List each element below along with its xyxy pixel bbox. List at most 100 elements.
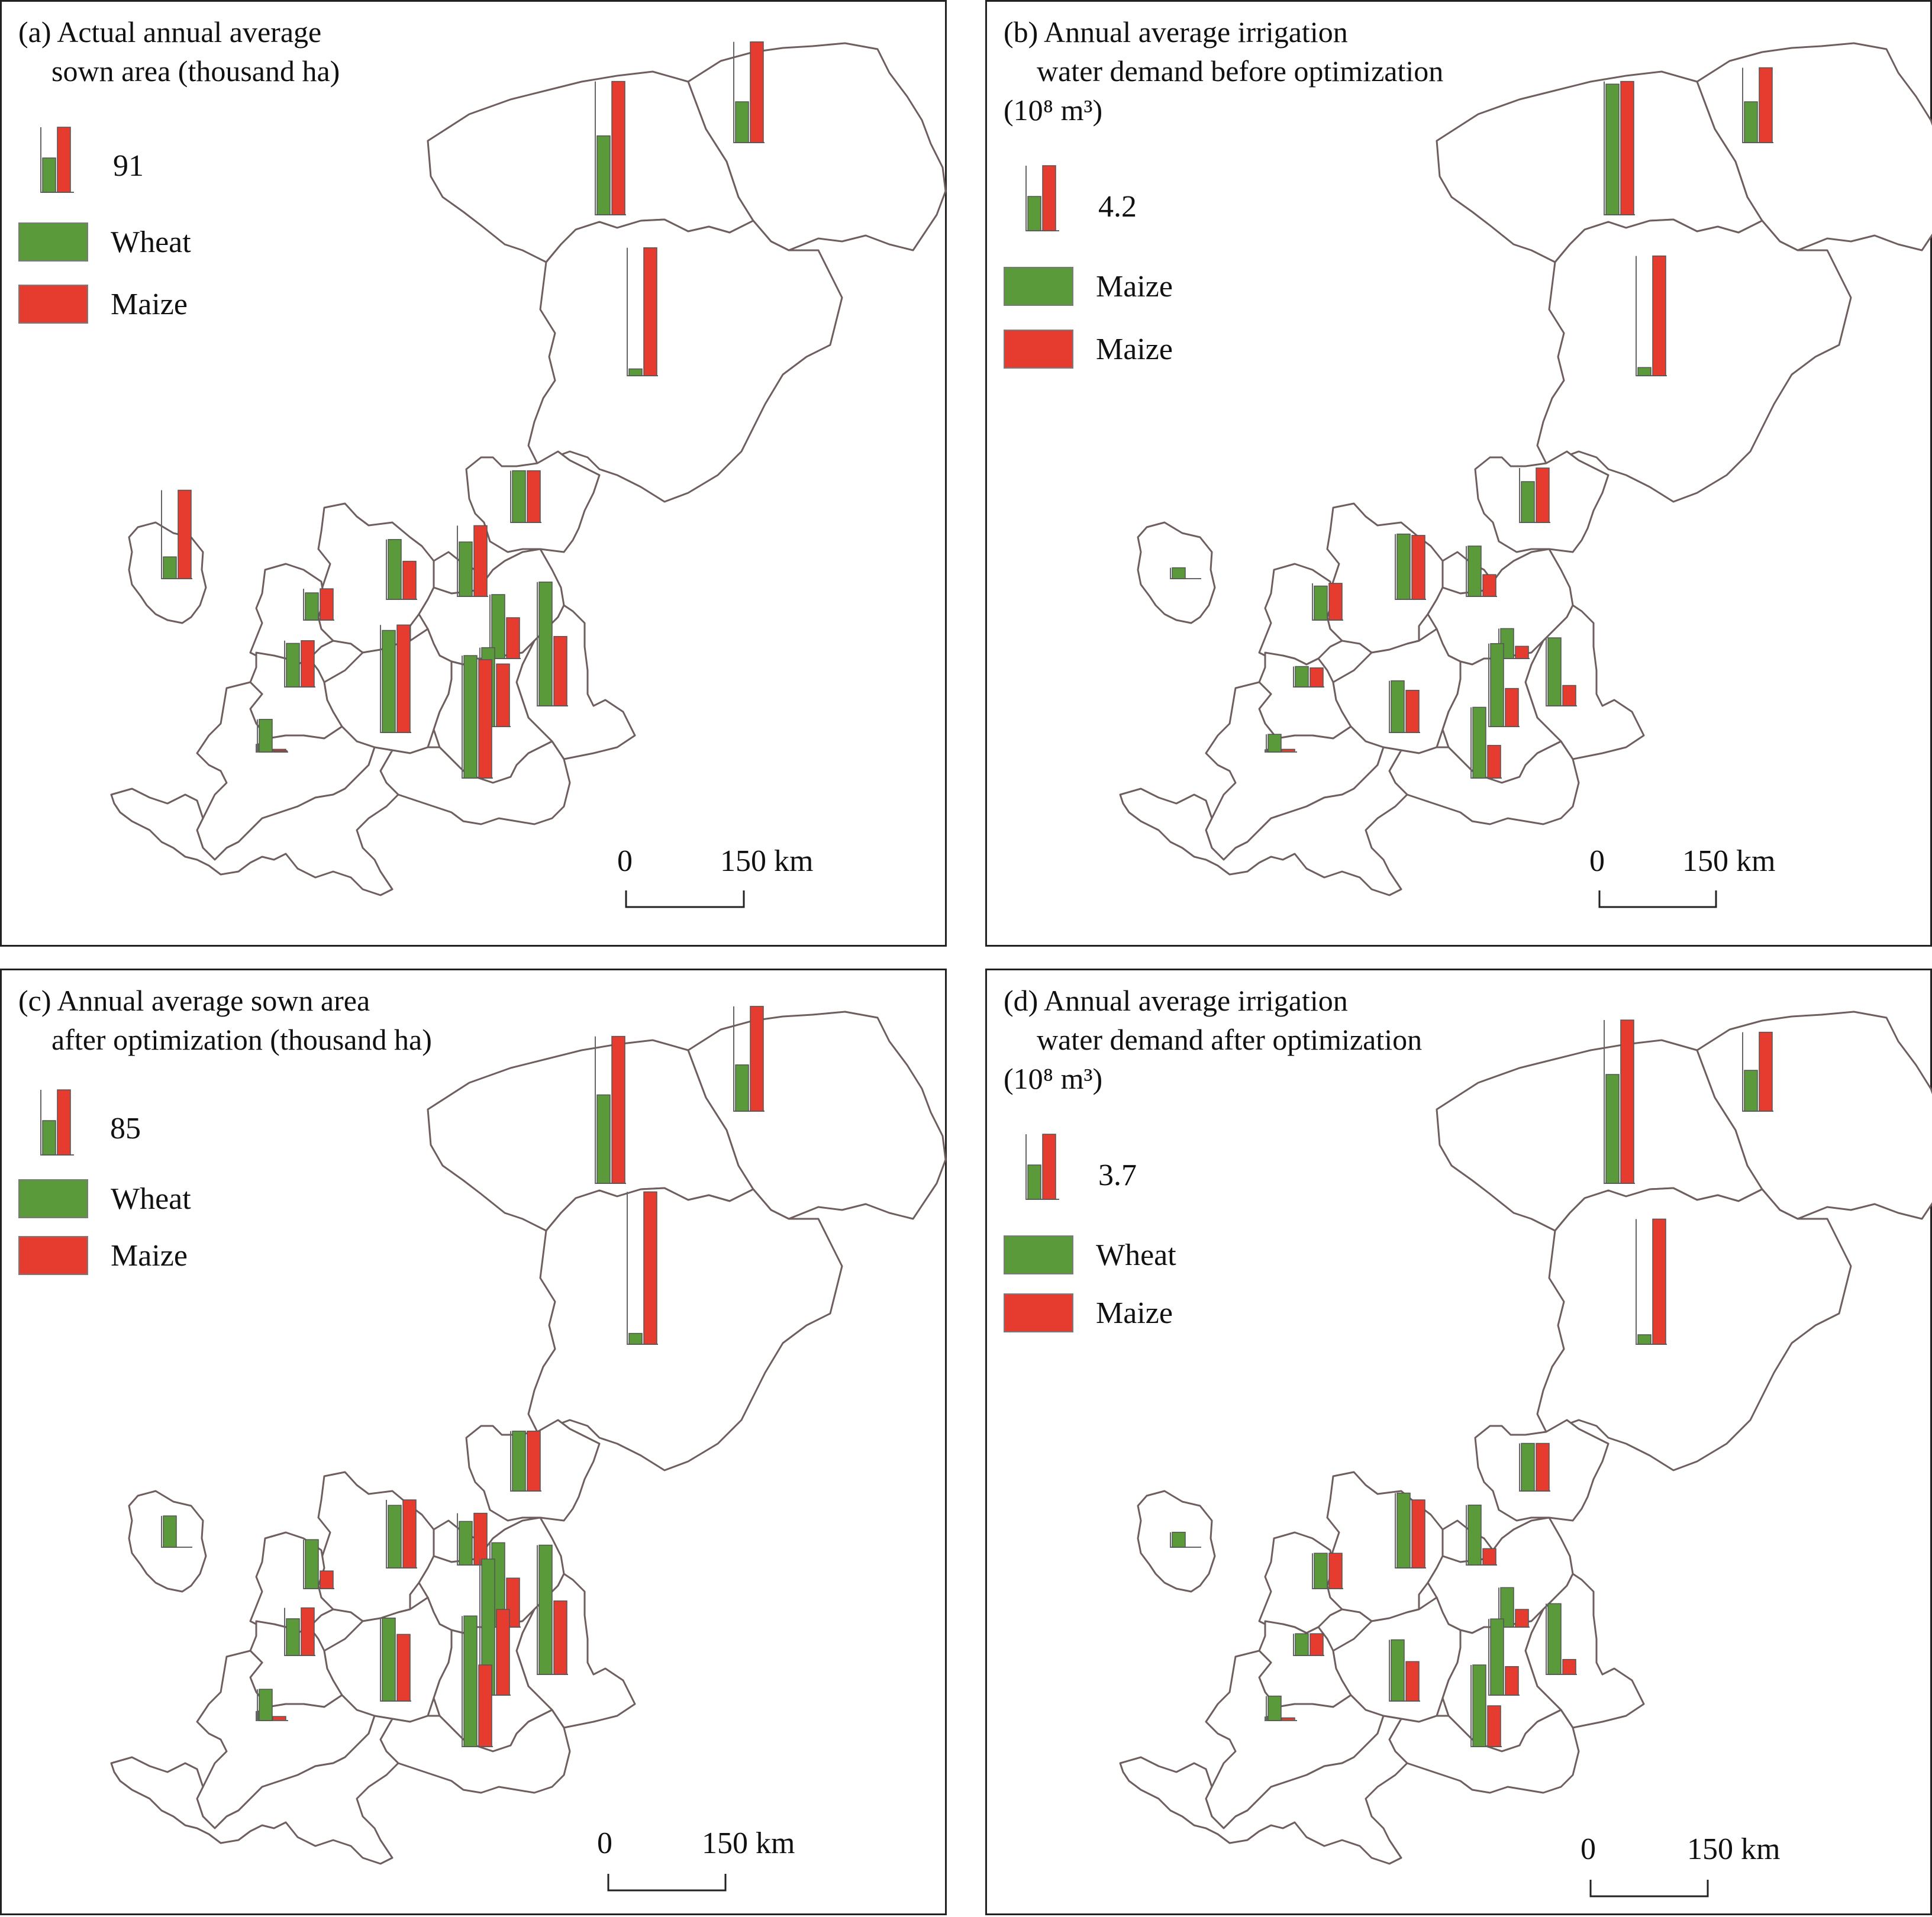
bar-series-1-R16	[1267, 1695, 1282, 1721]
region-boundary-3	[527, 218, 843, 503]
bar-series-1-R7	[305, 592, 319, 621]
bar-group-R7	[303, 1539, 334, 1589]
bar-group-R12	[1488, 643, 1520, 727]
title-line-1: (c) Annual average sown area	[18, 984, 370, 1017]
bar-series-2-R7	[320, 1570, 334, 1589]
bar-series-1-R7	[1314, 585, 1328, 621]
title-line-2: sown area (thousand ha)	[51, 54, 340, 88]
bar-series-1-R6	[1396, 1492, 1411, 1569]
map-panel-a: (a) Actual annual average sown area (tho…	[0, 0, 947, 947]
title-unit: (10⁸ m³)	[1004, 93, 1103, 127]
bar-series-2-R12	[496, 1609, 510, 1696]
bar-series-1-R14	[1472, 1664, 1486, 1747]
bar-group-R15	[1546, 1603, 1577, 1675]
region-boundary-15	[1388, 1709, 1580, 1794]
bar-group-R2	[1742, 1031, 1773, 1112]
bar-group-R5	[161, 1515, 192, 1548]
map-canvas	[1025, 42, 1932, 908]
legend-reference-value: 4.2	[1098, 190, 1137, 224]
title-line-1: (d) Annual average irrigation	[1004, 984, 1348, 1017]
bar-series-2-R14	[478, 1664, 492, 1747]
bar-series-1-R10	[286, 643, 300, 688]
bar-series-1-R7	[305, 1539, 319, 1589]
bar-series-1-R11	[382, 630, 396, 733]
bar-series-1-R3	[628, 368, 643, 376]
bar-series-2-R4	[527, 1431, 541, 1492]
map-canvas	[40, 1006, 947, 1892]
bar-series-1-R8	[459, 541, 473, 597]
bar-series-1-R5	[1172, 1531, 1186, 1548]
bar-group-R10	[284, 1607, 315, 1656]
bar-series-2-R9	[1515, 1609, 1529, 1628]
region-boundary-15	[1388, 740, 1580, 825]
map-panel-c: (c) Annual average sown area after optim…	[0, 969, 947, 1915]
bar-series-2-R3	[643, 1191, 657, 1345]
legend-symbol-bar-2	[1042, 1134, 1056, 1200]
bar-series-2-R1	[611, 80, 625, 215]
bar-group-R4	[510, 1431, 541, 1492]
legend-symbol-bar-2	[57, 1089, 71, 1156]
bar-series-1-R8	[459, 1521, 473, 1566]
legend-reference-symbol	[40, 127, 74, 193]
bar-series-2-R9	[506, 617, 520, 659]
title-line-2: after optimization (thousand ha)	[51, 1023, 432, 1056]
bar-group-R6	[1395, 533, 1426, 600]
bar-series-2-R6	[402, 1499, 417, 1569]
scale-label-zero: 0	[1589, 844, 1605, 878]
bar-group-R7	[1312, 1553, 1343, 1589]
bar-series-1-R10	[286, 1618, 300, 1656]
bar-group-R5	[1170, 1531, 1201, 1548]
legend-reference-symbol	[1025, 165, 1059, 231]
scale-label-distance: 150 km	[1682, 844, 1776, 878]
bar-series-1-R16	[1267, 734, 1282, 753]
bar-series-2-R12	[1505, 688, 1519, 727]
bar-frame	[257, 1689, 288, 1721]
scale-label-zero: 0	[617, 844, 633, 878]
bar-series-1-R14	[463, 655, 478, 779]
bar-group-R5	[1170, 567, 1201, 579]
bar-group-R11	[1389, 680, 1420, 733]
map-panel-d: (d) Annual average irrigation water dema…	[985, 969, 1932, 1915]
bar-series-2-R12	[1505, 1666, 1519, 1696]
bar-group-R3	[627, 247, 658, 376]
bar-group-R16	[1266, 734, 1297, 753]
bar-series-2-R6	[1411, 1499, 1425, 1569]
bar-series-2-R4	[527, 470, 541, 523]
scale-bar-line	[1598, 890, 1717, 908]
legend-reference-value: 85	[110, 1112, 141, 1145]
legend-swatch-2	[1004, 330, 1073, 369]
bar-series-1-R16	[259, 719, 273, 753]
title-unit: (10⁸ m³)	[1004, 1062, 1103, 1095]
bar-series-2-R4	[1536, 467, 1550, 523]
scale-bar-line	[1589, 1880, 1709, 1897]
bar-group-R14	[1470, 1664, 1502, 1747]
bar-group-R1	[595, 80, 626, 215]
bar-series-2-R2	[1759, 67, 1773, 143]
region-boundary-3	[1536, 1187, 1852, 1471]
bar-series-1-R10	[1295, 1633, 1309, 1656]
panel-title: (c) Annual average sown area after optim…	[18, 981, 432, 1059]
bar-series-1-R1	[1605, 1074, 1620, 1184]
bar-group-R3	[627, 1191, 658, 1345]
bar-group-R14	[462, 655, 493, 779]
bar-frame	[161, 1516, 192, 1548]
scale-bar	[1598, 890, 1717, 908]
bar-series-1-R2	[735, 1064, 749, 1112]
panel-title: (d) Annual average irrigation water dema…	[1004, 981, 1422, 1098]
bar-group-R8	[1466, 1505, 1497, 1566]
bar-group-R4	[1519, 1442, 1550, 1492]
bar-group-R10	[1293, 1633, 1324, 1656]
bar-group-R6	[1395, 1492, 1426, 1569]
bar-group-R11	[380, 1617, 411, 1702]
bar-group-R4	[1519, 467, 1550, 523]
bar-series-1-R14	[1472, 706, 1486, 779]
scale-label-zero: 0	[597, 1826, 612, 1860]
map-panel-b: (b) Annual average irrigation water dema…	[985, 0, 1932, 947]
scale-label-distance: 150 km	[720, 844, 814, 878]
region-boundaries	[110, 42, 947, 896]
bar-series-1-R6	[1396, 533, 1411, 600]
legend-item-1: Maize	[1004, 265, 1173, 308]
bar-series-2-R11	[1405, 1661, 1420, 1702]
region-boundary-2	[1696, 1011, 1932, 1220]
